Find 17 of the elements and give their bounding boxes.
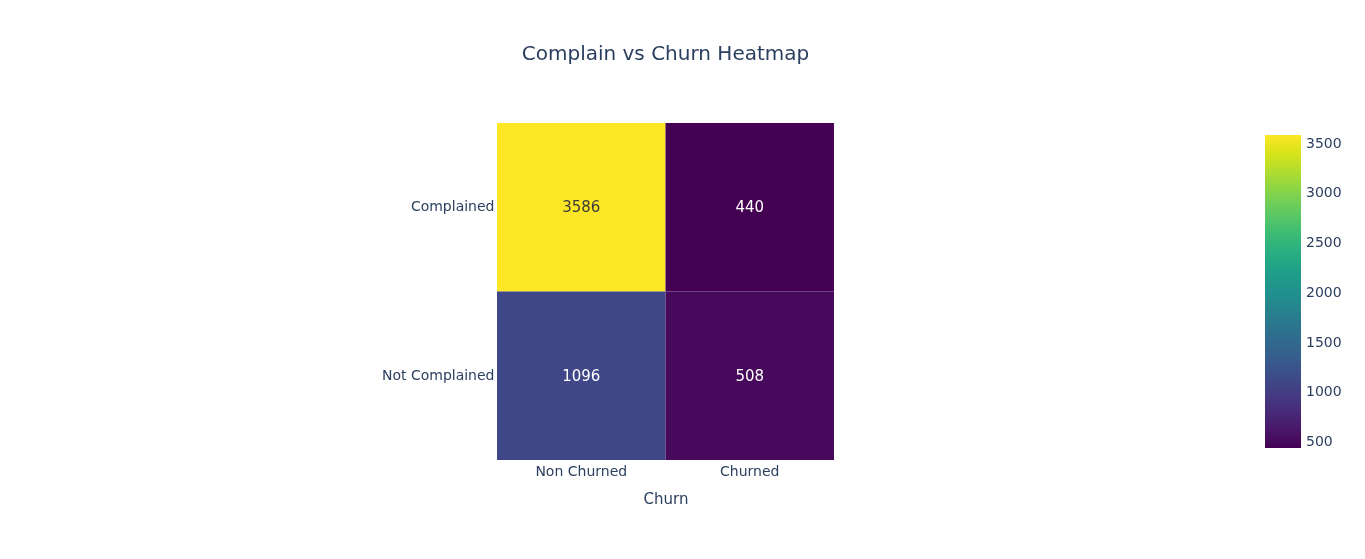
data-label: 1096 [562,366,601,385]
color-bar-label: 1500 [1306,333,1342,350]
color-bar-label: 500 [1306,433,1333,450]
x-tick-label: Churned [720,462,780,479]
data-label: 440 [735,198,765,217]
color-bar-label: 1000 [1306,383,1342,400]
data-label: 3586 [562,198,601,217]
data-label: 508 [735,366,765,385]
x-axis-title: Churn [643,489,689,508]
y-tick-label: Not Complained [381,366,495,383]
color-bar-label: 3500 [1306,134,1342,151]
chart-title: Complain vs Churn Heatmap [521,41,810,65]
color-bar-label: 2000 [1306,283,1342,300]
x-tick-label: Non Churned [535,462,628,479]
color-bar-label: 3000 [1306,184,1342,201]
color-bar-label: 2500 [1306,234,1342,251]
y-tick-label: Complained [410,198,495,215]
